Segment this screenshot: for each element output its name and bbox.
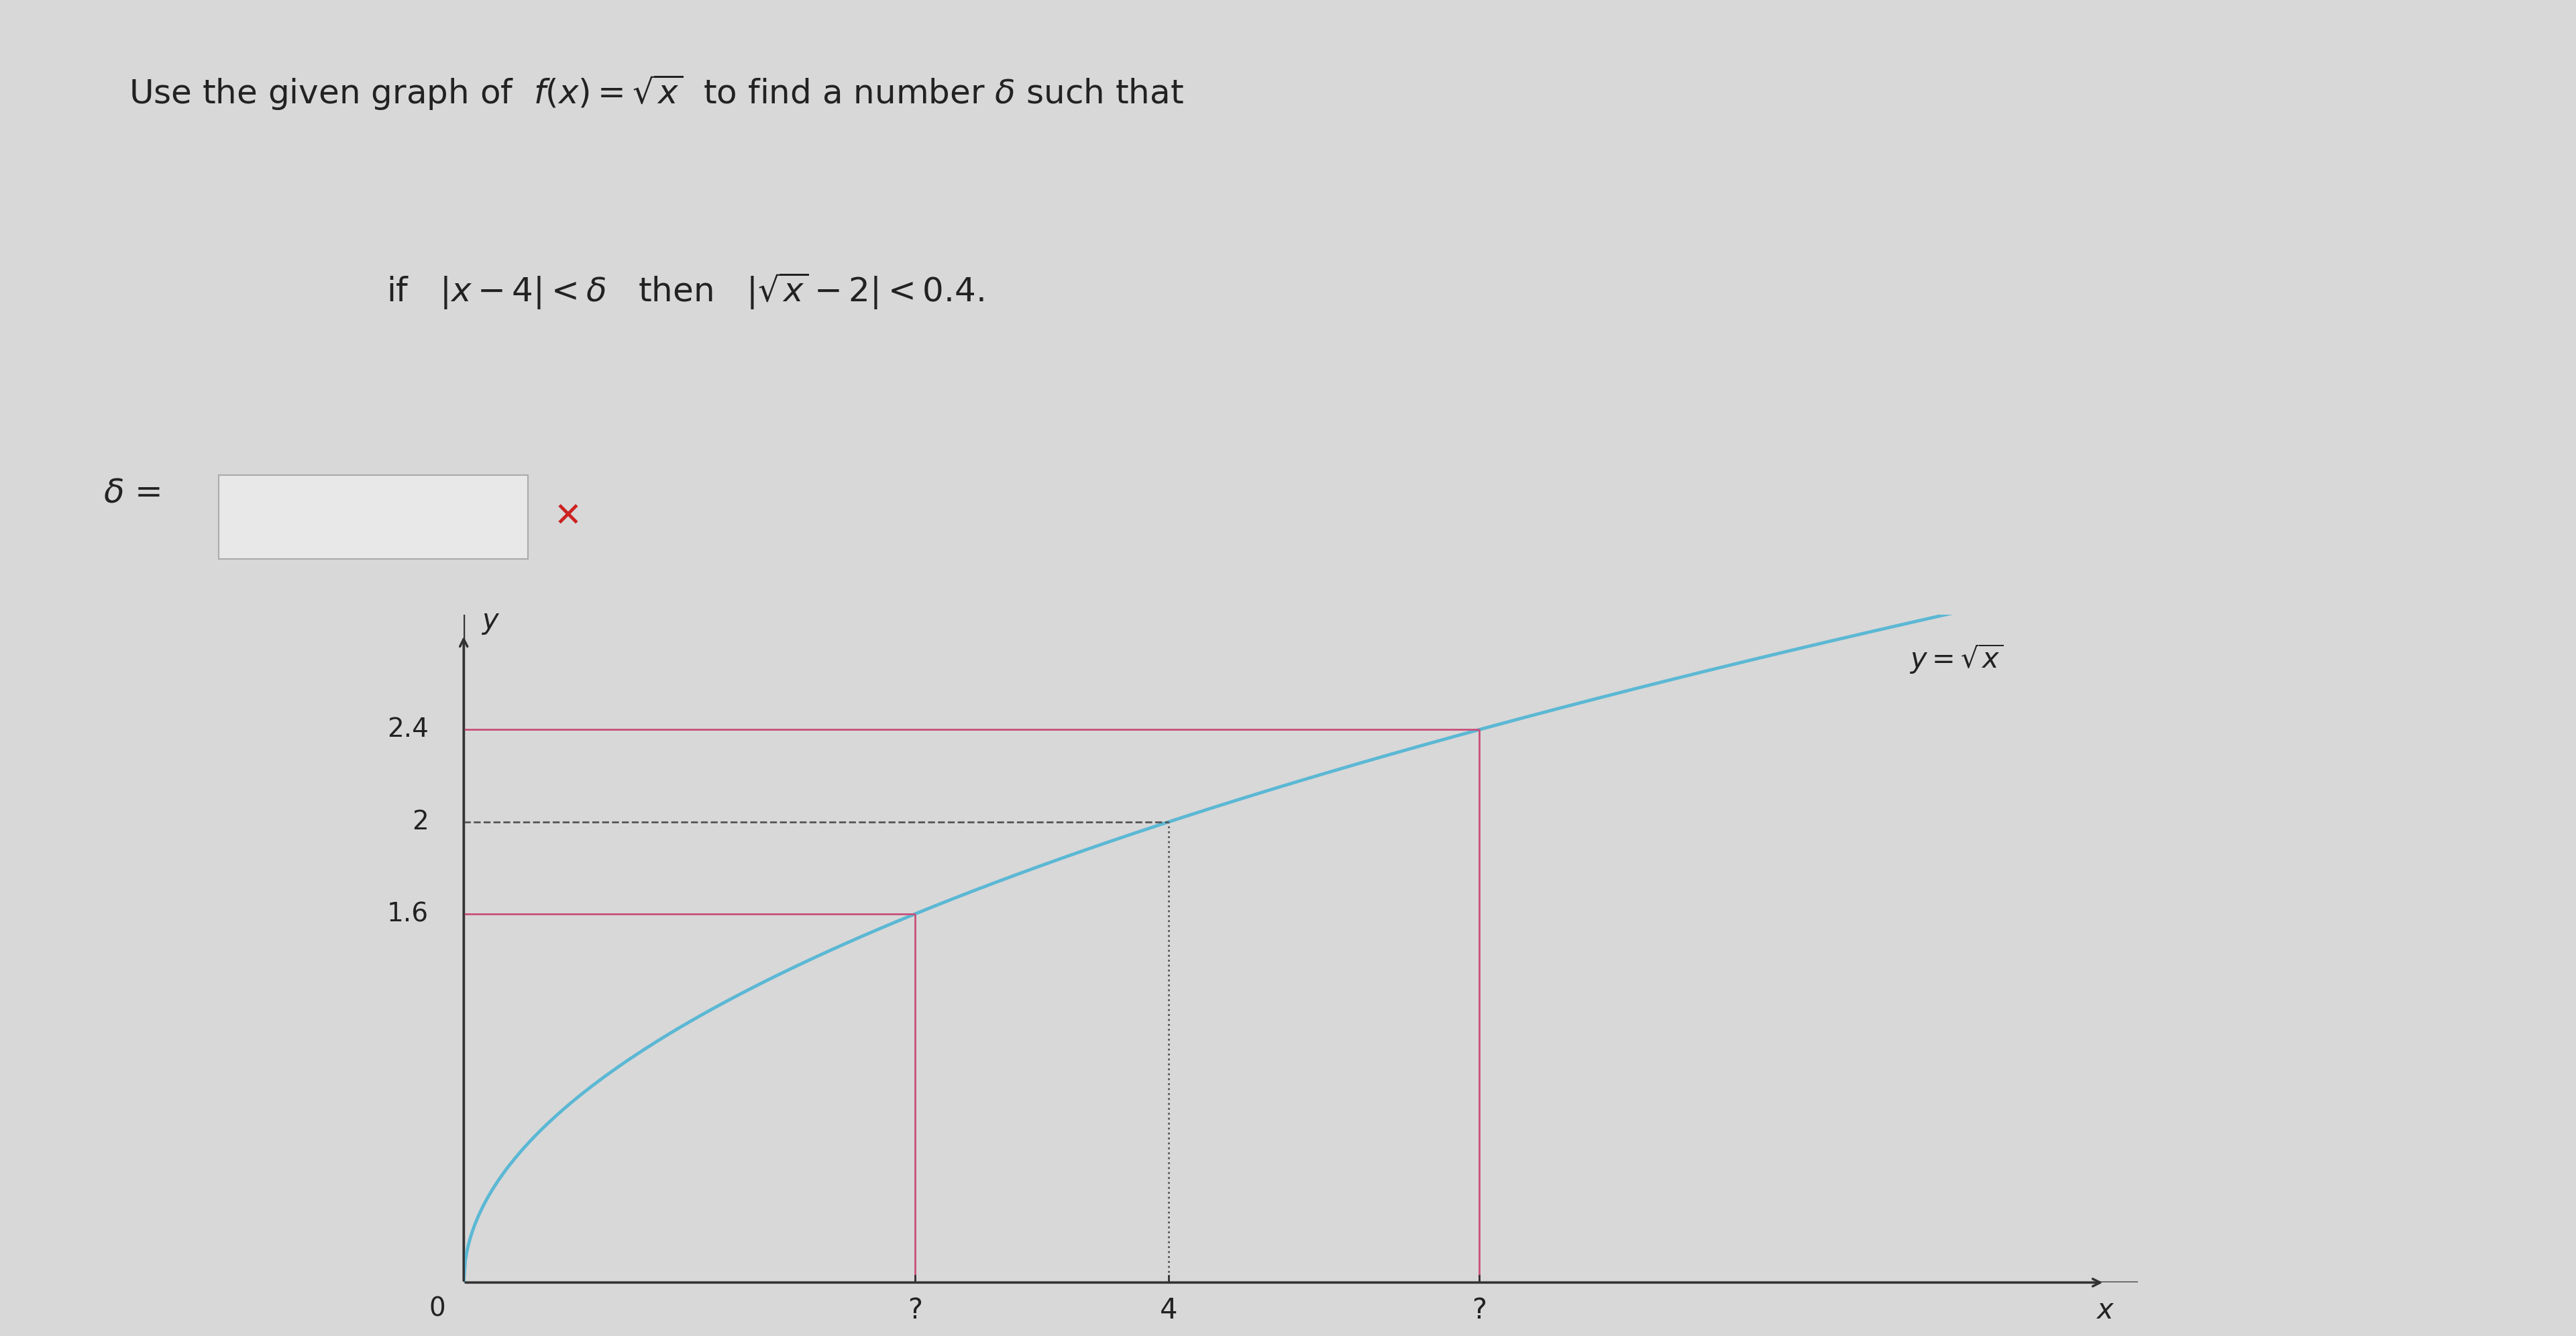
Text: ?: ? — [907, 1296, 922, 1324]
Text: 0: 0 — [430, 1296, 446, 1321]
Text: ✕: ✕ — [554, 501, 582, 533]
Text: $\delta$ =: $\delta$ = — [103, 477, 160, 509]
Text: 2: 2 — [412, 810, 428, 835]
Text: $y=\sqrt{x}$: $y=\sqrt{x}$ — [1909, 643, 2004, 676]
Text: 2.4: 2.4 — [386, 717, 428, 743]
Text: ?: ? — [1471, 1296, 1486, 1324]
Text: Use the given graph of  $f(x) = \sqrt{x}$  to find a number $\delta$ such that: Use the given graph of $f(x) = \sqrt{x}$… — [129, 72, 1185, 111]
Text: 1.6: 1.6 — [386, 902, 428, 927]
Text: y: y — [482, 607, 497, 635]
Text: x: x — [2097, 1296, 2112, 1324]
Text: 4: 4 — [1159, 1296, 1177, 1324]
Bar — [219, 474, 528, 558]
Text: if   $|x - 4| < \delta$   then   $|\sqrt{x} - 2| < 0.4$.: if $|x - 4| < \delta$ then $|\sqrt{x} - … — [386, 270, 984, 311]
